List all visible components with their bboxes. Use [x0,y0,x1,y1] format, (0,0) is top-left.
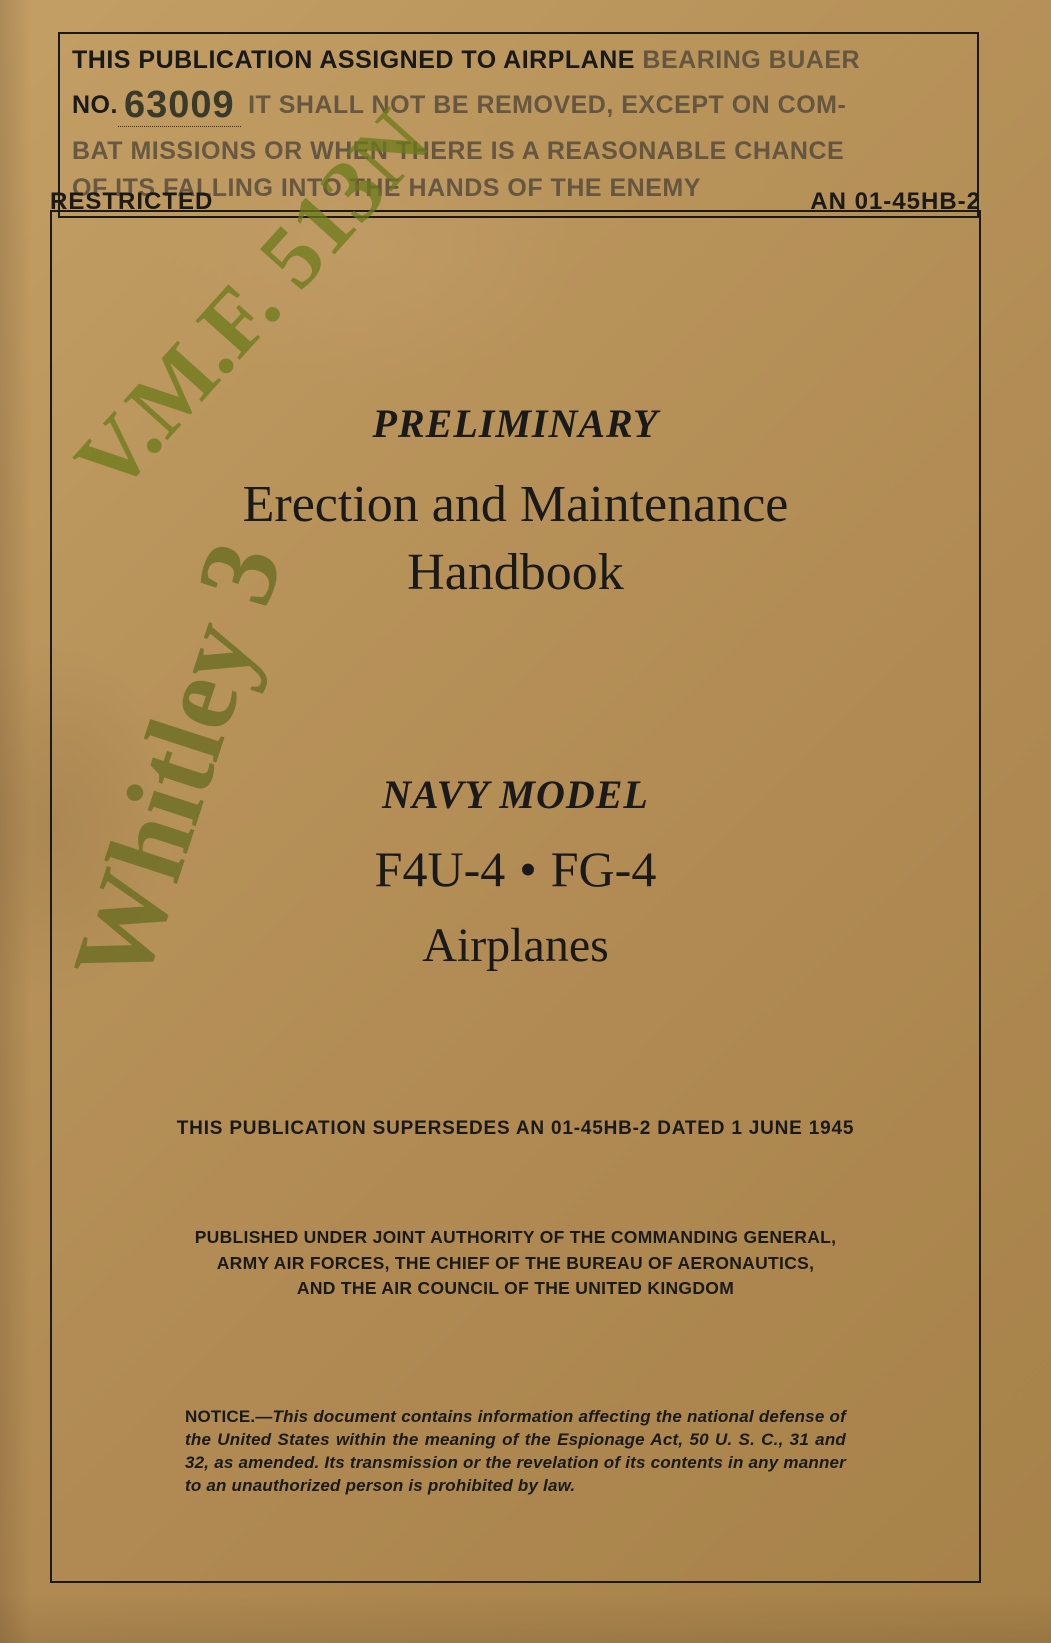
airplanes-label: Airplanes [50,918,981,973]
stamp-text-faded: BEARING BUAER [642,46,860,74]
stamp-line-2: NO.63009 IT SHALL NOT BE REMOVED, EXCEPT… [72,78,965,133]
main-title: Erection and Maintenance Handbook [50,471,981,606]
model-b: FG-4 [551,841,657,897]
stamp-line-3: BAT MISSIONS OR WHEN THERE IS A REASONAB… [72,133,965,169]
authority-block: PUBLISHED UNDER JOINT AUTHORITY OF THE C… [50,1225,981,1301]
authority-line-2: ARMY AIR FORCES, THE CHIEF OF THE BUREAU… [217,1253,815,1273]
model-a: F4U-4 [375,841,506,897]
authority-line-1: PUBLISHED UNDER JOINT AUTHORITY OF THE C… [195,1227,837,1247]
authority-line-3: AND THE AIR COUNCIL OF THE UNITED KINGDO… [297,1278,734,1298]
model-designations: F4U-4•FG-4 [50,840,981,898]
stamp-text: THIS PUBLICATION ASSIGNED TO AIRPLANE [72,46,642,74]
navy-model-label: NAVY MODEL [50,771,981,818]
bullet-separator: • [519,841,537,897]
notice-body: This document contains information affec… [185,1407,846,1495]
stamp-no-value: 63009 [118,84,241,127]
stamp-no-label: NO. [72,91,118,119]
document-page: THIS PUBLICATION ASSIGNED TO AIRPLANE BE… [0,0,1051,1643]
stamp-line-1: THIS PUBLICATION ASSIGNED TO AIRPLANE BE… [72,42,965,78]
content-area: PRELIMINARY Erection and Maintenance Han… [50,230,981,1583]
notice-lead: NOTICE.— [185,1407,273,1426]
title-line-2: Handbook [407,544,624,601]
preliminary-label: PRELIMINARY [50,400,981,447]
stamp-text: IT SHALL NOT BE REMOVED, EXCEPT ON COM- [248,91,846,119]
security-notice: NOTICE.—This document contains informati… [50,1406,981,1498]
supersedes-note: THIS PUBLICATION SUPERSEDES AN 01-45HB-2… [50,1118,981,1140]
title-line-1: Erection and Maintenance [243,476,789,533]
